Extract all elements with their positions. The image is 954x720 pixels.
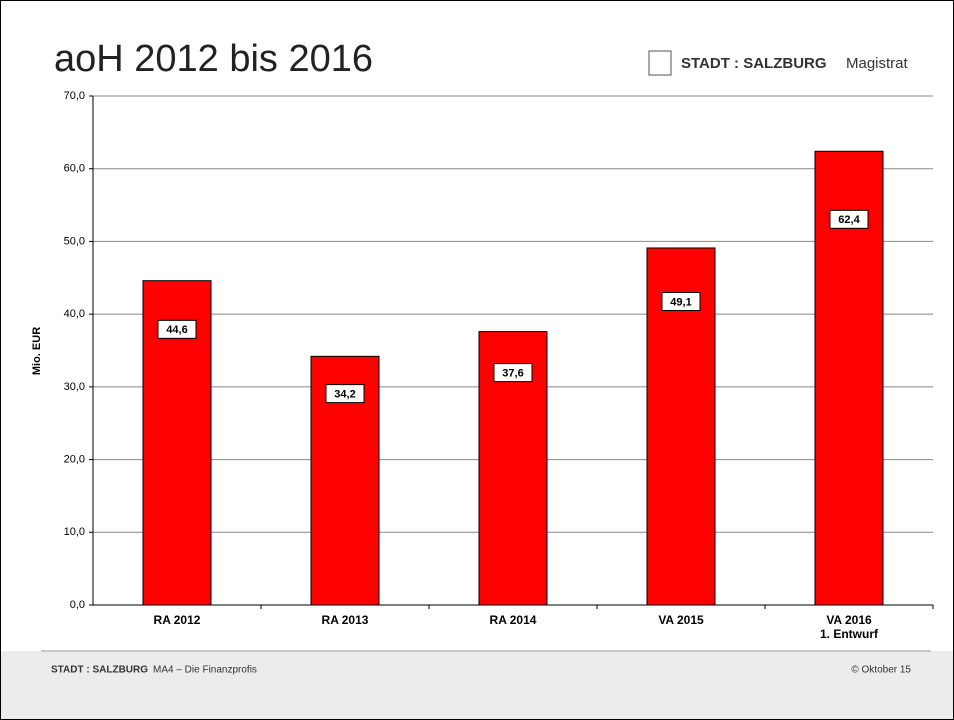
footer-band <box>1 651 953 719</box>
value-label-box <box>661 292 701 312</box>
y-tick-label: 40,0 <box>64 308 85 320</box>
value-label: 34,2 <box>334 389 355 401</box>
value-label: 37,6 <box>502 368 523 380</box>
y-tick-label: 0,0 <box>70 599 85 611</box>
y-tick-label: 10,0 <box>64 526 85 538</box>
y-tick-label: 20,0 <box>64 453 85 465</box>
x-tick-label: VA 2016 1. Entwurf <box>819 613 878 641</box>
value-label-box <box>829 209 869 229</box>
y-tick-label: 50,0 <box>64 235 85 247</box>
value-label-box <box>157 319 197 339</box>
y-tick-label: 70,0 <box>64 90 85 102</box>
footer-brand: STADT : SALZBURG <box>51 665 148 676</box>
logo-icon <box>648 50 672 76</box>
x-tick-label: RA 2013 <box>321 613 369 627</box>
y-axis-label: Mio. EUR <box>31 327 43 375</box>
value-label-box <box>325 384 365 404</box>
y-tick-label: 60,0 <box>64 163 85 175</box>
y-tick-label: 30,0 <box>64 381 85 393</box>
footer-date: © Oktober 15 <box>851 665 911 676</box>
footer-text: MA4 – Die Finanzprofis <box>153 665 257 676</box>
x-tick-label: RA 2012 <box>153 613 201 627</box>
value-label: 62,4 <box>838 214 860 226</box>
logo-suffix: Magistrat <box>846 55 909 72</box>
value-label: 44,6 <box>166 324 187 336</box>
value-label-box <box>493 363 533 383</box>
x-tick-label: VA 2015 <box>658 613 704 627</box>
value-label: 49,1 <box>670 296 691 308</box>
x-tick-label: RA 2014 <box>489 613 537 627</box>
logo-brand: STADT : SALZBURG <box>681 55 827 72</box>
chart-title: aoH 2012 bis 2016 <box>54 38 373 80</box>
